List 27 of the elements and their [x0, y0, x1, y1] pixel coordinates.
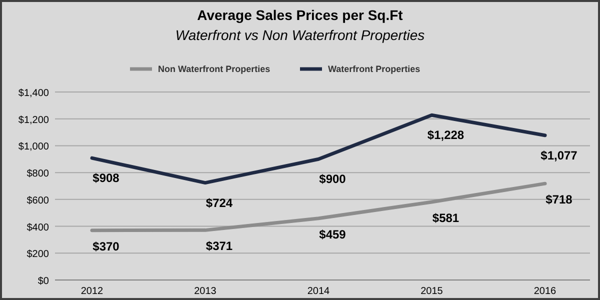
x-tick-label: 2012: [80, 286, 104, 297]
data-label: $581: [432, 210, 460, 225]
data-label: $718: [546, 192, 573, 207]
legend-label: Non Waterfront Properties: [158, 64, 270, 74]
y-tick-label: $0: [38, 276, 50, 287]
data-label: $1,228: [427, 128, 464, 142]
data-label: $724: [206, 196, 233, 210]
y-tick-label: $1,200: [18, 114, 50, 126]
legend-label: Waterfront Properties: [328, 64, 420, 74]
x-tick-label: 2013: [194, 286, 217, 297]
data-label: $370: [92, 239, 120, 254]
data-label: $908: [92, 171, 120, 186]
data-label: $1,077: [540, 148, 578, 162]
y-tick-label: $800: [26, 168, 50, 180]
data-label: $900: [319, 172, 346, 186]
y-tick-label: $1,000: [18, 142, 50, 153]
x-tick-label: 2016: [534, 286, 557, 297]
chart-subtitle: Waterfront vs Non Waterfront Properties: [175, 27, 425, 43]
y-tick-label: $1,400: [18, 88, 50, 99]
y-tick-label: $400: [26, 222, 50, 234]
data-label: $459: [319, 227, 346, 242]
x-tick-label: 2014: [307, 286, 330, 297]
chart-title: Average Sales Prices per Sq.Ft: [197, 7, 404, 23]
x-tick-label: 2015: [420, 286, 444, 297]
y-tick-label: $200: [26, 249, 50, 260]
data-label: $371: [206, 239, 233, 254]
y-tick-label: $600: [26, 195, 50, 206]
